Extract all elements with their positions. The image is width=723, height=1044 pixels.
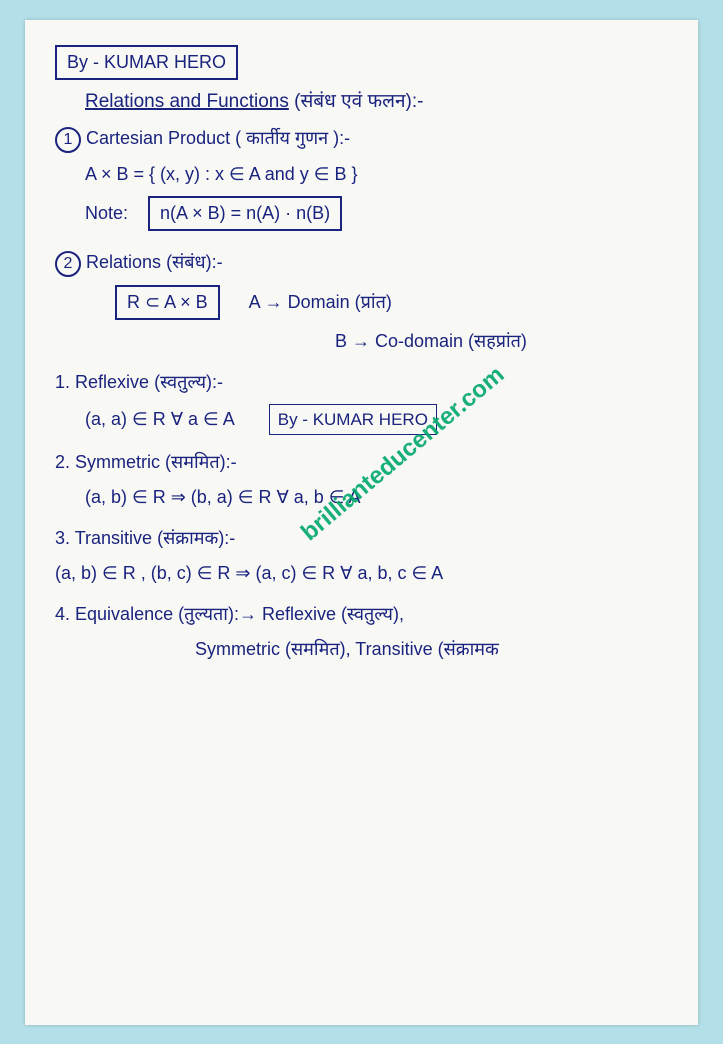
transitive-hindi: (संक्रामक):- xyxy=(157,528,235,548)
transitive-formula: (a, b) ∈ R , (b, c) ∈ R ⇒ (a, c) ∈ R ∀ a… xyxy=(55,560,678,587)
reflexive-title: Reflexive xyxy=(75,372,149,392)
section-1-title: Cartesian Product xyxy=(86,128,230,148)
section-1-num: 1 xyxy=(55,127,81,153)
transitive-heading: 3. Transitive (संक्रामक):- xyxy=(55,525,678,552)
cartesian-formula: A × B = { (x, y) : x ∈ A and y ∈ B } xyxy=(85,161,678,188)
note-label: Note: xyxy=(85,203,128,223)
symmetric-title: Symmetric xyxy=(75,452,160,472)
equivalence-num: 4. xyxy=(55,604,70,624)
section-2-num: 2 xyxy=(55,251,81,277)
note-formula: n(A × B) = n(A) · n(B) xyxy=(148,196,342,231)
author-box-2: By - KUMAR HERO xyxy=(269,404,437,436)
author-box: By - KUMAR HERO xyxy=(55,45,238,80)
main-title-row: Relations and Functions (संबंध एवं फलन):… xyxy=(85,88,678,117)
relation-subset-row: R ⊂ A × B A → Domain (प्रांत) xyxy=(115,285,678,320)
reflexive-hindi: (स्वतुल्य):- xyxy=(154,372,223,392)
domain-text: A → Domain (प्रांत) xyxy=(249,292,392,312)
symmetric-num: 2. xyxy=(55,452,70,472)
relation-box: R ⊂ A × B xyxy=(115,285,220,320)
section-2-hindi: (संबंध):- xyxy=(166,252,223,272)
codomain-text: B → Co-domain (सहप्रांत) xyxy=(335,328,678,355)
equivalence-title: Equivalence xyxy=(75,604,173,624)
equivalence-tail1: Reflexive (स्वतुल्य), xyxy=(262,604,404,624)
equivalence-hindi: (तुल्यता):→ xyxy=(178,604,257,624)
equivalence-tail2: Symmetric (सममित), Transitive (संक्रामक xyxy=(195,636,678,663)
reflexive-heading: 1. Reflexive (स्वतुल्य):- xyxy=(55,369,678,396)
symmetric-heading: 2. Symmetric (सममित):- xyxy=(55,449,678,476)
transitive-title: Transitive xyxy=(75,528,152,548)
symmetric-formula: (a, b) ∈ R ⇒ (b, a) ∈ R ∀ a, b ∈ A xyxy=(85,484,678,511)
symmetric-hindi: (सममित):- xyxy=(165,452,237,472)
transitive-num: 3. xyxy=(55,528,70,548)
section-1-heading: 1 Cartesian Product ( कार्तीय गुणन ):- xyxy=(55,125,678,153)
section-2-title: Relations xyxy=(86,252,161,272)
author-header: By - KUMAR HERO xyxy=(55,45,678,80)
equivalence-heading: 4. Equivalence (तुल्यता):→ Reflexive (स्… xyxy=(55,601,678,628)
note-row: Note: n(A × B) = n(A) · n(B) xyxy=(85,196,678,231)
main-title-hindi: (संबंध एवं फलन):- xyxy=(294,91,423,112)
reflexive-formula: (a, a) ∈ R ∀ a ∈ A xyxy=(85,409,234,429)
reflexive-formula-row: (a, a) ∈ R ∀ a ∈ A By - KUMAR HERO xyxy=(85,404,678,436)
section-1-hindi: ( कार्तीय गुणन ):- xyxy=(235,128,350,148)
section-2-heading: 2 Relations (संबंध):- xyxy=(55,249,678,277)
notebook-page: By - KUMAR HERO Relations and Functions … xyxy=(25,20,698,1025)
main-title: Relations and Functions xyxy=(85,91,289,112)
reflexive-num: 1. xyxy=(55,372,70,392)
